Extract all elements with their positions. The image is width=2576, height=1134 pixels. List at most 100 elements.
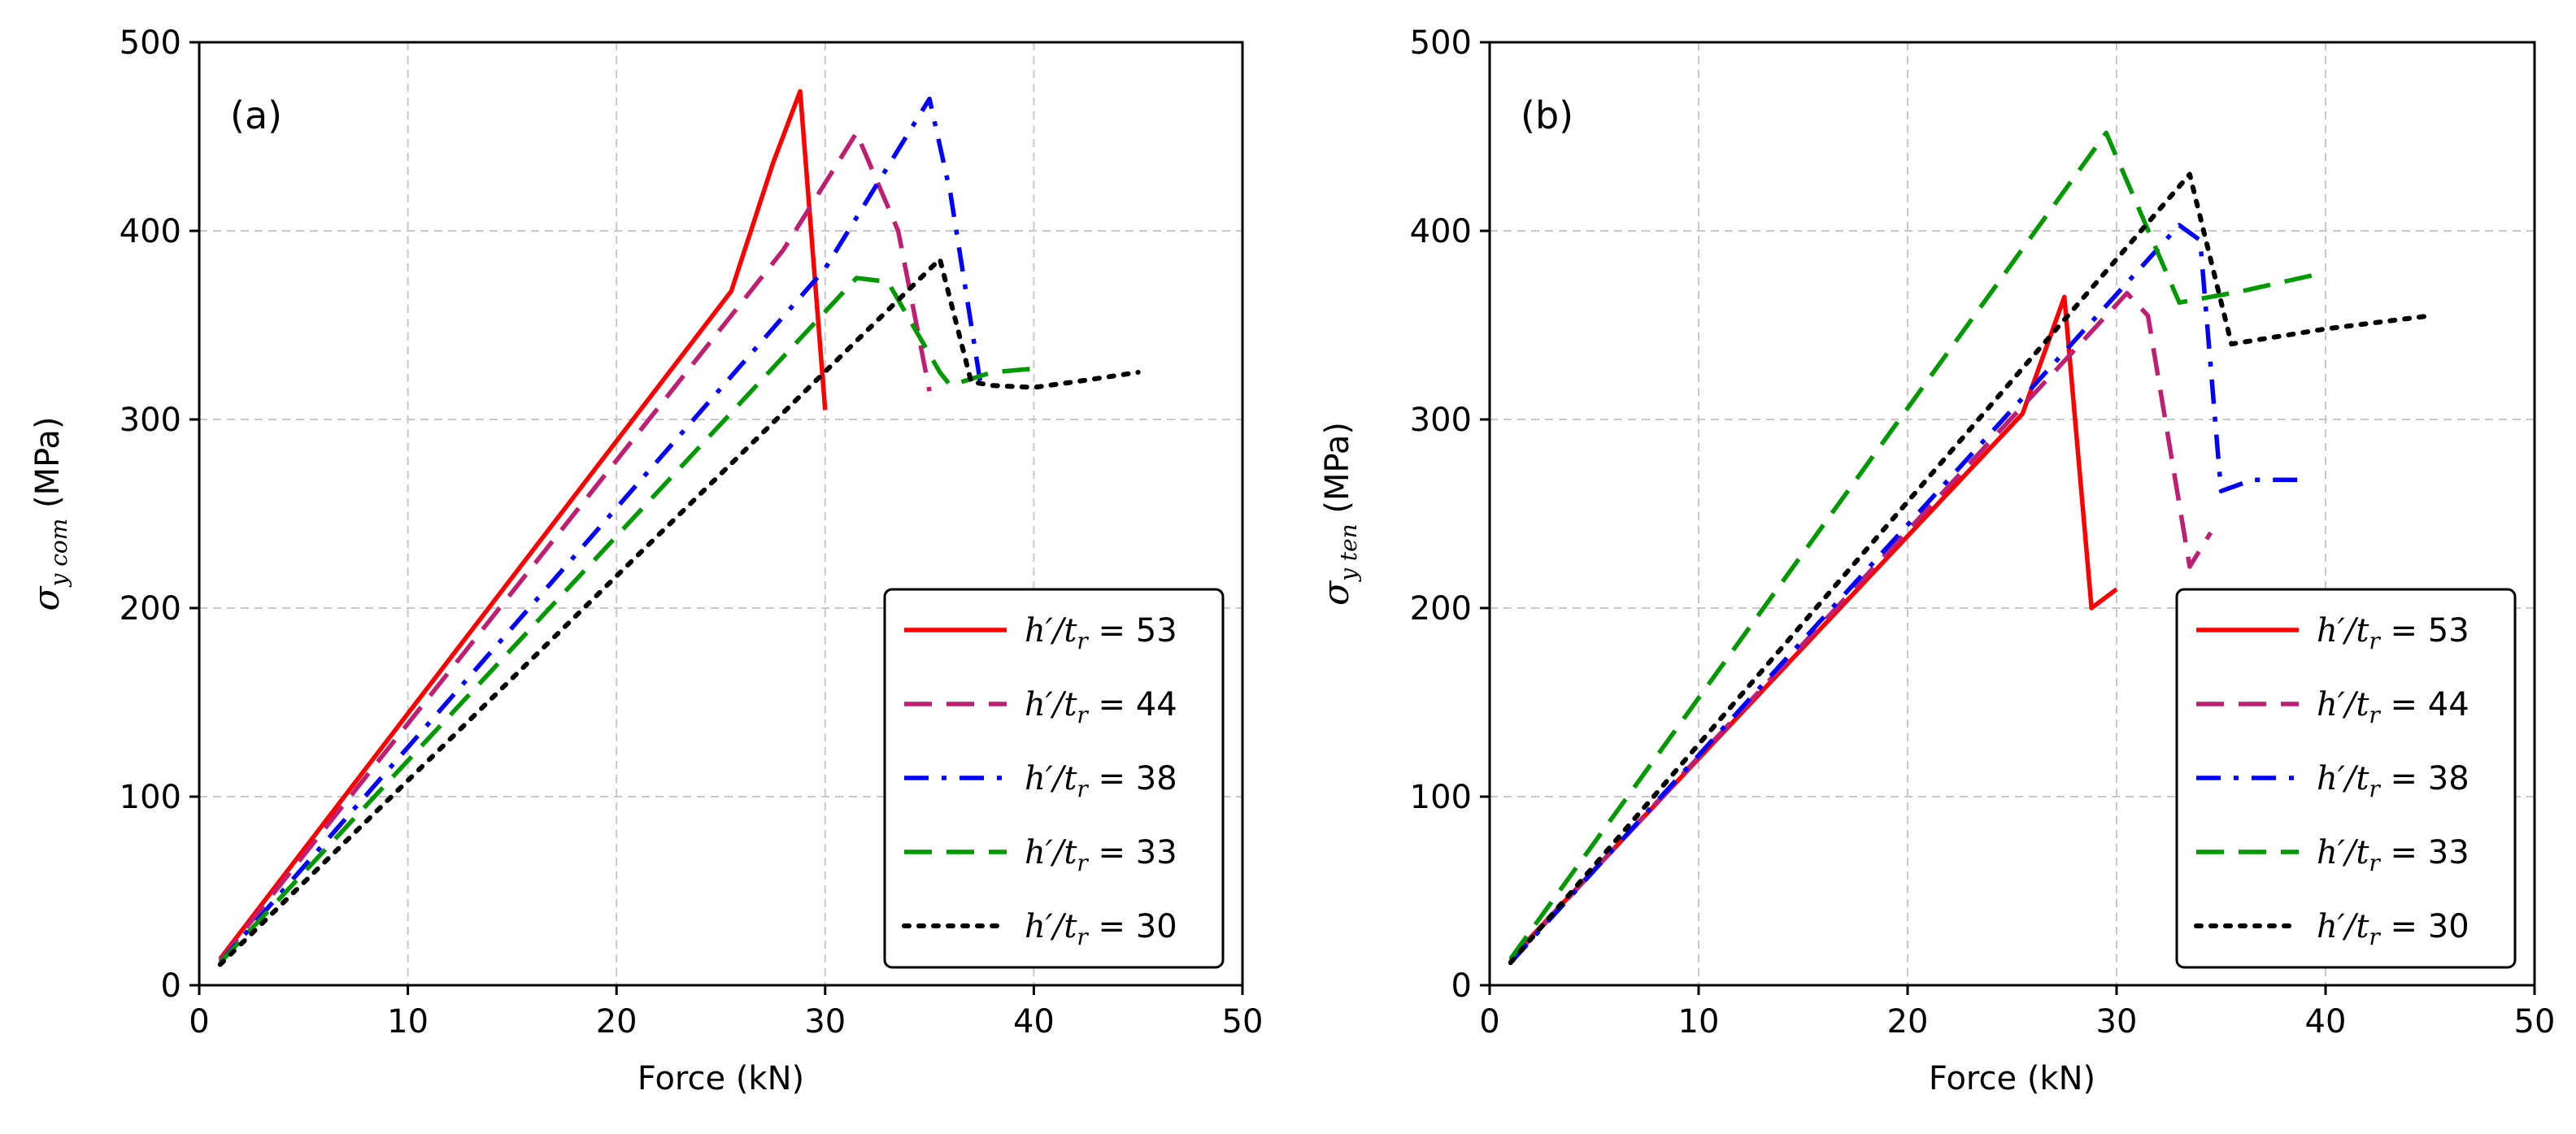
legend-label-30: h′/tr = 30 — [2317, 908, 2469, 950]
y-tick-label: 100 — [120, 779, 181, 816]
y-tick-label: 200 — [1410, 590, 1472, 628]
legend-box — [883, 588, 1225, 969]
y-tick-label: 300 — [120, 402, 181, 439]
x-tick-label: 30 — [804, 1003, 846, 1041]
series-line-30 — [1508, 172, 2433, 966]
legend-subscript: r — [2369, 702, 2381, 728]
legend-ratio: h′/t — [2317, 760, 2369, 797]
legend-subscript: r — [1077, 702, 1089, 728]
x-tick-label: 40 — [1013, 1003, 1055, 1041]
x-tick-label: 50 — [2514, 1003, 2556, 1041]
legend-equals: = — [1088, 760, 1136, 797]
legend-subscript: r — [2369, 776, 2381, 802]
legend-subscript: r — [1077, 849, 1089, 876]
x-axis-label: Force (kN) — [1929, 1060, 2095, 1097]
legend-ratio: h′/t — [2317, 834, 2369, 871]
legend-value: 44 — [1136, 686, 1177, 723]
y-tick-label: 200 — [120, 590, 181, 628]
series-line-44 — [1508, 290, 2213, 962]
y-axis-subscript: y ten — [1335, 524, 1362, 583]
legend-value: 53 — [2428, 612, 2469, 650]
series-line-33 — [218, 276, 1034, 965]
y-axis-label: σy com (MPa) — [26, 416, 72, 610]
y-axis-unit: (MPa) — [29, 416, 67, 518]
legend-value: 33 — [2428, 834, 2469, 871]
x-tick-label: 50 — [1222, 1003, 1264, 1041]
legend-subscript: r — [2369, 628, 2381, 654]
series-line-38 — [218, 96, 985, 965]
legend-subscript: r — [1077, 628, 1089, 654]
legend-label-38: h′/tr = 38 — [2317, 760, 2469, 802]
legend-equals: = — [1088, 686, 1136, 723]
y-tick-label: 100 — [1410, 779, 1472, 816]
x-tick-label: 40 — [2305, 1003, 2347, 1041]
legend-subscript: r — [1077, 776, 1089, 802]
series-line-33 — [1508, 130, 2326, 961]
legend-label-44: h′/tr = 44 — [2317, 686, 2469, 728]
legend-subscript: r — [2369, 849, 2381, 876]
legend-ratio: h′/t — [1025, 908, 1077, 945]
y-tick-label: 500 — [120, 24, 181, 62]
x-axis-label: Force (kN) — [637, 1060, 804, 1097]
legend-label-30: h′/tr = 30 — [1025, 908, 1177, 950]
x-tick-label: 0 — [1479, 1003, 1499, 1041]
legend-ratio: h′/t — [2317, 686, 2369, 723]
y-tick-label: 400 — [1410, 213, 1472, 250]
series-line-53 — [1508, 294, 2118, 961]
series-line-38 — [1508, 223, 2305, 965]
legend-value: 53 — [1136, 612, 1177, 650]
y-axis-label: σy ten (MPa) — [1316, 422, 1362, 606]
legend: h′/tr = 53h′/tr = 44h′/tr = 38h′/tr = 33… — [883, 588, 1225, 969]
legend-value: 44 — [2428, 686, 2469, 723]
legend-equals: = — [2380, 686, 2428, 723]
legend-subscript: r — [2369, 923, 2381, 950]
series-line-53 — [218, 89, 828, 961]
legend: h′/tr = 53h′/tr = 44h′/tr = 38h′/tr = 33… — [2175, 588, 2517, 969]
legend-value: 38 — [1136, 760, 1177, 797]
x-tick-label: 0 — [189, 1003, 209, 1041]
legend-equals: = — [2380, 834, 2428, 871]
legend-label-33: h′/tr = 33 — [1025, 834, 1177, 876]
y-tick-label: 0 — [161, 967, 181, 1005]
plot-frame — [198, 41, 1244, 987]
panel-label: (a) — [230, 93, 282, 137]
legend-label-44: h′/tr = 44 — [1025, 686, 1177, 728]
legend-box — [2175, 588, 2517, 969]
x-tick-label: 30 — [2096, 1003, 2138, 1041]
legend-ratio: h′/t — [1025, 612, 1077, 650]
y-tick-label: 400 — [120, 213, 181, 250]
legend-equals: = — [2380, 612, 2428, 650]
x-tick-label: 10 — [387, 1003, 429, 1041]
legend-ratio: h′/t — [2317, 612, 2369, 650]
legend-ratio: h′/t — [1025, 834, 1077, 871]
legend-value: 30 — [1136, 908, 1177, 945]
legend-equals: = — [1088, 834, 1136, 871]
legend-ratio: h′/t — [1025, 686, 1077, 723]
legend-subscript: r — [1077, 923, 1089, 950]
y-axis-subscript: y com — [46, 519, 72, 589]
legend-label-53: h′/tr = 53 — [2317, 612, 2469, 654]
plot-frame — [1488, 41, 2536, 987]
x-tick-label: 10 — [1678, 1003, 1720, 1041]
y-tick-label: 500 — [1410, 24, 1472, 62]
legend-equals: = — [2380, 760, 2428, 797]
y-tick-label: 300 — [1410, 402, 1472, 439]
legend-equals: = — [1088, 908, 1136, 945]
legend-equals: = — [1088, 612, 1136, 650]
x-tick-label: 20 — [596, 1003, 637, 1041]
y-tick-label: 0 — [1451, 967, 1472, 1005]
legend-equals: = — [2380, 908, 2428, 945]
legend-value: 33 — [1136, 834, 1177, 871]
y-axis-symbol: σ — [26, 585, 67, 611]
legend-label-38: h′/tr = 38 — [1025, 760, 1177, 802]
legend-ratio: h′/t — [2317, 908, 2369, 945]
y-axis-symbol: σ — [1316, 580, 1357, 606]
legend-value: 30 — [2428, 908, 2469, 945]
y-axis-unit: (MPa) — [1319, 422, 1356, 524]
legend-label-33: h′/tr = 33 — [2317, 834, 2469, 876]
series-line-44 — [218, 130, 932, 962]
